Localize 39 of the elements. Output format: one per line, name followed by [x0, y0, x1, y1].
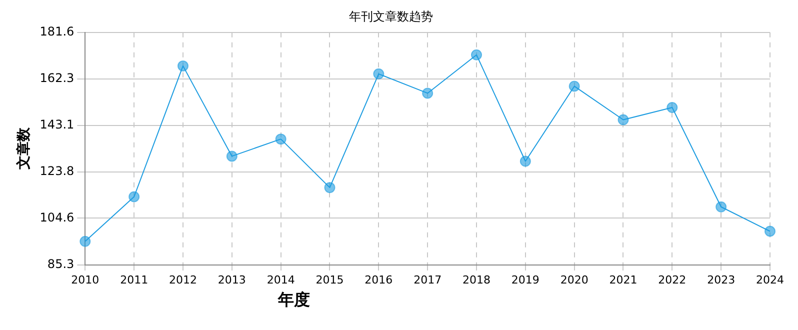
point [226, 150, 238, 162]
x-tick-label: 2011 [120, 273, 148, 286]
x-tick-label: 2012 [168, 273, 197, 286]
x-tick-label: 2019 [511, 273, 540, 286]
point [716, 201, 727, 212]
y-tick-label: 162.3 [40, 71, 74, 86]
x-tick-label: 2018 [462, 273, 490, 286]
point [324, 182, 336, 194]
x-tick-label: 2014 [266, 273, 295, 286]
x-tick-label: 2015 [316, 273, 344, 286]
x-tick-label: 2022 [658, 273, 686, 286]
y-tick-label: 181.6 [40, 24, 74, 39]
point [80, 236, 91, 247]
x-tick-label: 2016 [364, 273, 393, 286]
point [568, 80, 580, 92]
point [422, 88, 434, 99]
x-tick-label: 2024 [756, 273, 784, 286]
point [764, 226, 776, 237]
point [666, 102, 678, 113]
x-axis-title: 年度 [276, 290, 311, 311]
x-tick-label: 2017 [414, 273, 442, 286]
x-tick-label: 2020 [560, 273, 588, 286]
point [275, 134, 286, 145]
point [618, 114, 629, 126]
chart-title: 年刊文章数趋势 [349, 9, 433, 24]
x-tick-label: 2023 [707, 273, 736, 286]
x-tick-label: 2010 [71, 273, 100, 286]
y-tick-label: 104.6 [40, 210, 74, 224]
point [470, 49, 482, 60]
point [373, 68, 384, 80]
x-tick-label: 2021 [609, 273, 638, 286]
point [128, 191, 140, 202]
x-tick-label: 2013 [218, 273, 246, 286]
point [520, 156, 531, 167]
y-tick-label: 85.3 [47, 256, 74, 271]
y-tick-label: 143.1 [40, 117, 74, 132]
y-tick-label: 123.8 [40, 164, 74, 178]
point [177, 60, 188, 72]
y-axis-title: 文章数 [15, 126, 32, 171]
